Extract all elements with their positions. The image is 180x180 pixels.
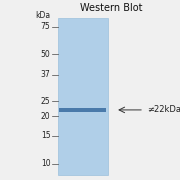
Text: 75: 75 (41, 22, 50, 31)
Bar (59, 108, 106, 112)
Text: 20: 20 (41, 112, 50, 121)
Text: kDa: kDa (35, 11, 50, 20)
Text: 15: 15 (41, 131, 50, 140)
Text: 50: 50 (41, 50, 50, 59)
Bar (58, 18, 108, 175)
Text: 25: 25 (41, 97, 50, 106)
Text: 10: 10 (41, 159, 50, 168)
Text: 37: 37 (41, 70, 50, 79)
Text: Western Blot: Western Blot (80, 3, 143, 13)
Text: ≠22kDa: ≠22kDa (148, 105, 180, 114)
